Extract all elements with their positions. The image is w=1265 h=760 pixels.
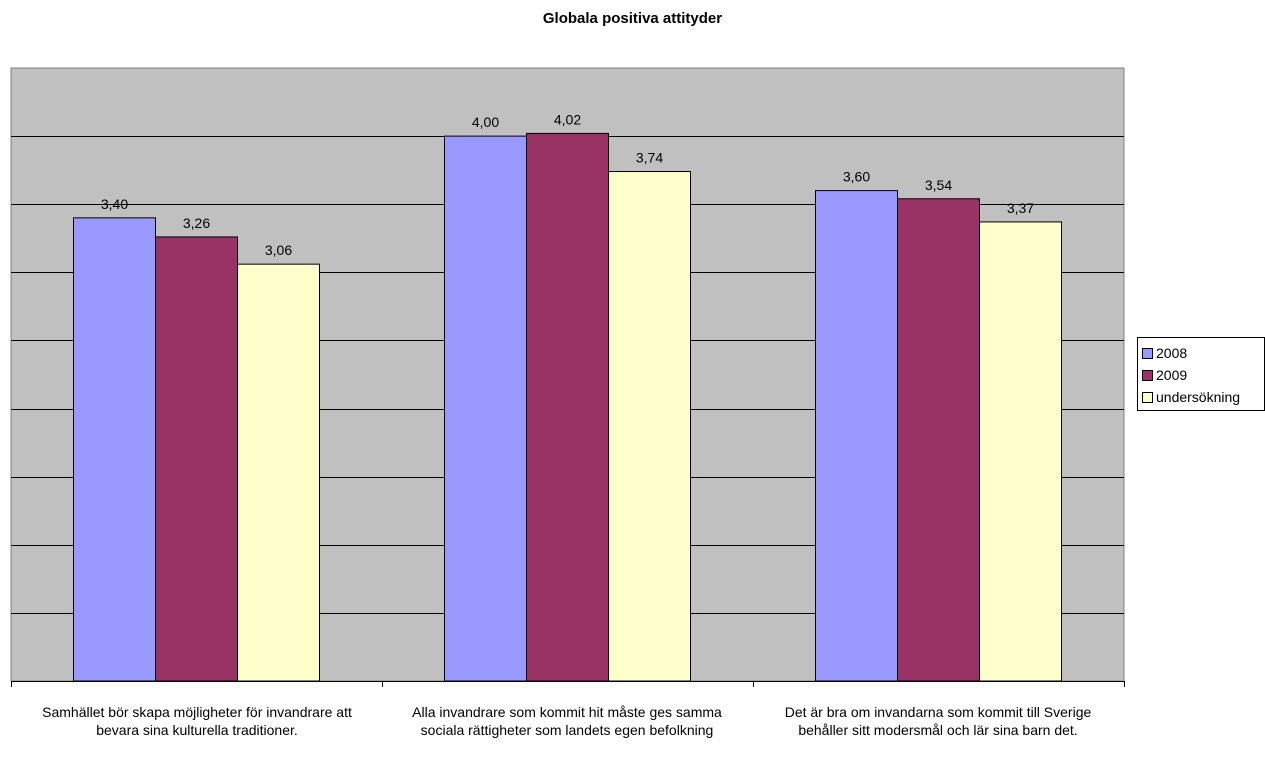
bar-2008-3: [815, 190, 898, 682]
legend-label-2008: 2008: [1156, 345, 1188, 361]
bar-undersökning-1: [237, 263, 320, 682]
chart-legend: 2008 2009 undersökning: [1137, 337, 1265, 411]
bar-2009-3: [897, 198, 980, 682]
legend-item-undersokning: undersökning: [1142, 386, 1264, 408]
data-label-2008-1: 3,40: [101, 196, 128, 212]
legend-swatch-2009: [1142, 369, 1153, 381]
bar-2008-1: [73, 217, 156, 682]
bar-2009-1: [155, 236, 238, 682]
bar-2009-2: [526, 132, 609, 682]
data-label-undersökning-3: 3,37: [1007, 200, 1034, 216]
legend-item-2009: 2009: [1142, 364, 1264, 386]
data-label-2009-3: 3,54: [925, 177, 952, 193]
data-label-2009-1: 3,26: [183, 215, 210, 231]
legend-swatch-2008: [1142, 347, 1153, 359]
data-label-2009-2: 4,02: [554, 111, 581, 127]
legend-swatch-undersokning: [1142, 391, 1153, 403]
chart-title: Globala positiva attityder: [542, 10, 723, 27]
category-label-3: Det är bra om invandarna som kommit till…: [784, 704, 1092, 738]
category-label-2: Alla invandrare som kommit hit måste ges…: [412, 704, 722, 738]
bar-2008-2: [444, 135, 527, 682]
legend-label-2009: 2009: [1156, 367, 1188, 383]
data-label-2008-3: 3,60: [843, 169, 870, 185]
data-label-2008-2: 4,00: [472, 114, 499, 130]
data-label-undersökning-2: 3,74: [636, 150, 663, 166]
bar-undersökning-3: [979, 221, 1062, 682]
category-label-1: Samhället bör skapa möjligheter för inva…: [42, 704, 352, 738]
legend-label-undersokning: undersökning: [1156, 389, 1241, 405]
bar-undersökning-2: [608, 171, 691, 682]
data-label-undersökning-1: 3,06: [265, 242, 292, 258]
legend-item-2008: 2008: [1142, 342, 1264, 364]
